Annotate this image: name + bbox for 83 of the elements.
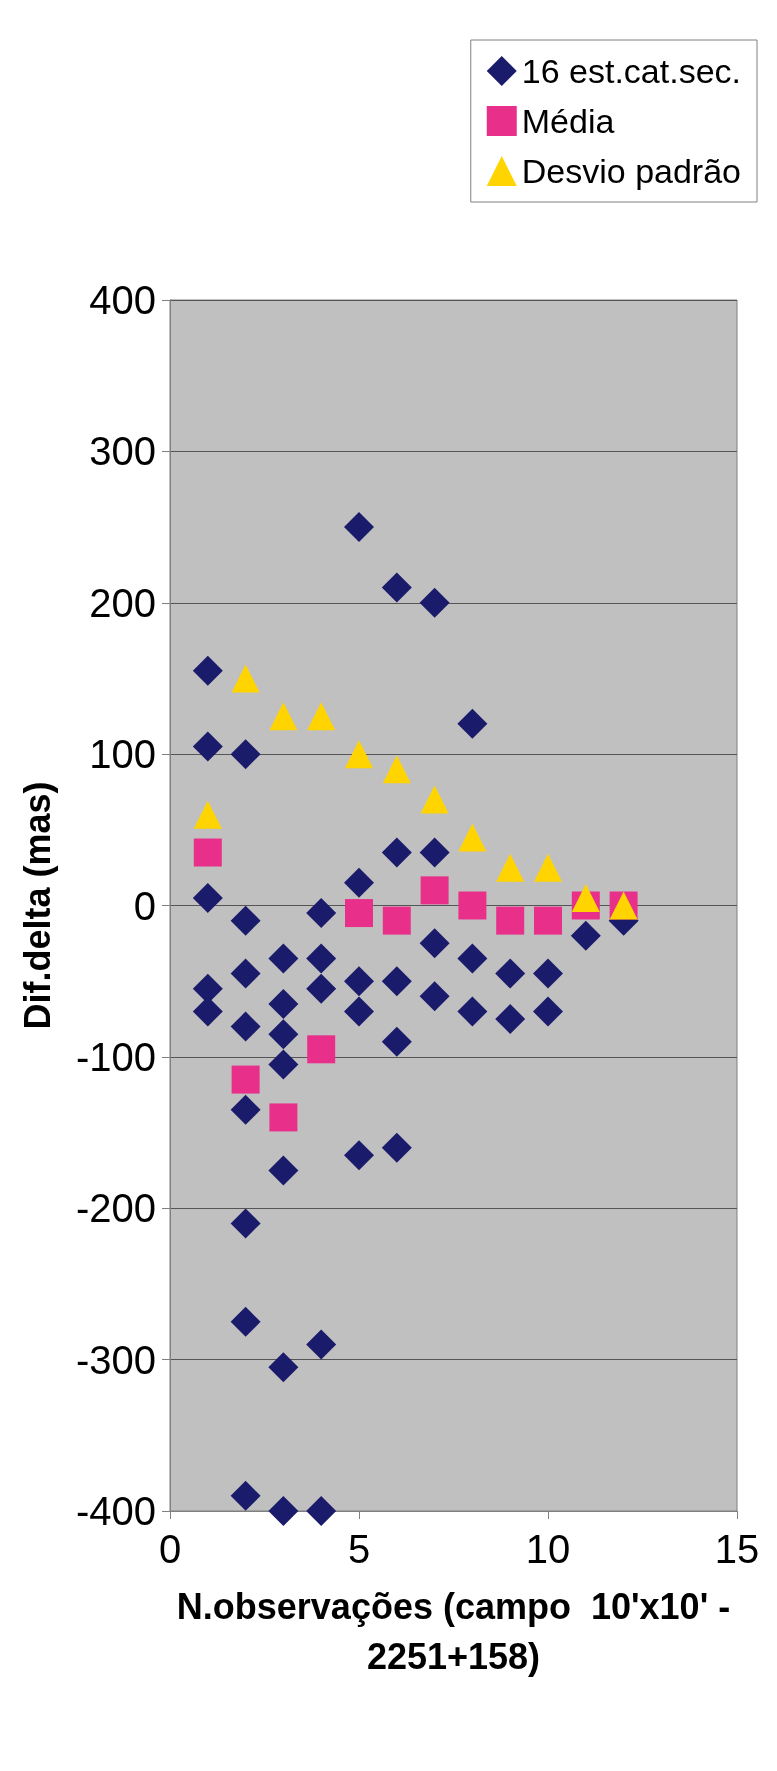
point <box>231 664 260 693</box>
y-tick-label: 0 <box>133 883 156 928</box>
point <box>230 1208 261 1239</box>
point <box>344 1140 374 1171</box>
point <box>381 572 412 603</box>
y-axis-title: Dif.delta (mas) <box>16 781 58 1030</box>
point <box>570 920 601 951</box>
point <box>457 996 488 1027</box>
point <box>268 1019 299 1050</box>
x-axis-title: N.observações (campo 10'x10' - 2251+158) <box>176 1585 731 1677</box>
point <box>268 1352 299 1383</box>
point <box>268 1155 299 1186</box>
point <box>268 988 299 1019</box>
point <box>230 1306 261 1337</box>
point <box>230 905 261 936</box>
y-tick-label: -100 <box>75 1034 156 1079</box>
point <box>496 853 525 882</box>
x-tick-label: 5 <box>347 1527 371 1571</box>
legend-label: Desvio padrão <box>521 152 742 190</box>
point <box>533 958 563 989</box>
point <box>345 740 373 769</box>
point <box>306 973 337 1004</box>
point <box>458 823 487 852</box>
point <box>230 958 261 989</box>
point <box>306 1329 337 1360</box>
point <box>457 708 488 739</box>
point <box>344 966 374 997</box>
point <box>419 928 450 959</box>
point <box>307 702 336 731</box>
point <box>231 1065 260 1094</box>
y-tick-label: 400 <box>89 278 156 322</box>
point <box>382 755 411 784</box>
point <box>457 943 488 974</box>
point <box>534 906 562 935</box>
point <box>306 898 337 929</box>
point <box>268 1049 299 1080</box>
point <box>419 587 450 618</box>
point <box>268 943 299 974</box>
x-tick-label: 10 <box>525 1527 571 1571</box>
point <box>534 853 562 882</box>
y-tick-label: -400 <box>75 1489 156 1533</box>
point <box>495 1004 526 1035</box>
y-tick-label: 100 <box>89 732 156 777</box>
point <box>381 966 412 997</box>
legend-label: Média <box>521 102 615 140</box>
point <box>419 837 450 868</box>
point <box>306 1496 337 1526</box>
point <box>192 882 223 913</box>
point <box>495 958 526 989</box>
point <box>571 883 600 912</box>
y-tick-label: 200 <box>89 580 156 625</box>
point <box>230 1480 261 1511</box>
point <box>269 702 298 731</box>
point <box>496 906 525 935</box>
point <box>345 899 373 928</box>
point <box>344 512 374 543</box>
point <box>420 876 449 905</box>
point <box>533 996 563 1027</box>
legend-label: 16 est.cat.sec. <box>521 52 741 90</box>
point <box>381 1026 412 1057</box>
point <box>419 981 450 1012</box>
point <box>381 1132 412 1163</box>
point <box>420 785 449 814</box>
point <box>306 943 337 974</box>
point <box>269 1103 298 1132</box>
y-tick-label: -200 <box>75 1186 156 1231</box>
point <box>230 1011 261 1042</box>
point <box>192 731 223 762</box>
point <box>381 837 412 868</box>
y-tick-label: 300 <box>89 429 156 474</box>
point <box>344 996 374 1027</box>
point <box>230 739 261 770</box>
point <box>193 838 222 867</box>
point <box>268 1496 299 1526</box>
point <box>344 867 374 898</box>
point <box>382 906 411 935</box>
point <box>193 800 222 829</box>
x-tick-label: 15 <box>714 1527 760 1571</box>
point <box>458 891 487 920</box>
y-tick-label: -300 <box>75 1337 156 1382</box>
point <box>192 655 223 686</box>
point <box>230 1094 261 1125</box>
point <box>307 1035 336 1064</box>
